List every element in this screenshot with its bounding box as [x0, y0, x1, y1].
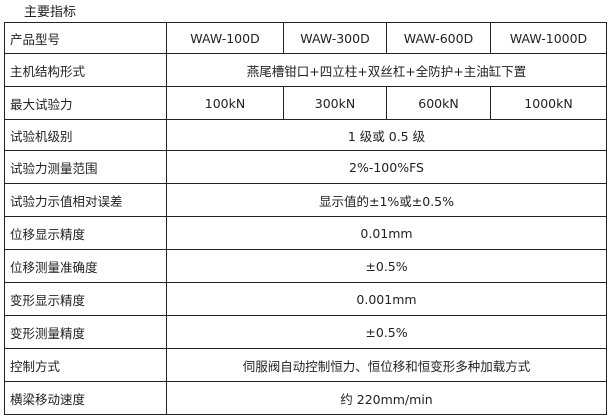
row-label: 变形测量精度 — [4, 315, 167, 349]
table-row: 变形显示精度 0.001mm — [4, 282, 607, 316]
table-row: 试验力测量范围 2%-100%FS — [4, 150, 607, 184]
row-label: 位移测量准确度 — [4, 249, 167, 283]
table-row: 主机结构形式 燕尾槽钳口+四立柱+双丝杠+全防护+主油缸下置 — [4, 53, 607, 87]
table-row: 产品型号 WAW-100D WAW-300D WAW-600D WAW-1000… — [4, 22, 607, 54]
row-value: 伺服阀自动控制恒力、恒位移和恒变形多种加载方式 — [166, 348, 607, 382]
row-label: 产品型号 — [4, 22, 167, 54]
row-label: 控制方式 — [4, 348, 167, 382]
row-value: 2%-100%FS — [166, 150, 607, 184]
spec-table: 产品型号 WAW-100D WAW-300D WAW-600D WAW-1000… — [4, 22, 607, 415]
row-label: 位移显示精度 — [4, 216, 167, 250]
table-row: 试验机级别 1 级或 0.5 级 — [4, 119, 607, 151]
force-cell: 1000kN — [490, 86, 607, 120]
force-cell: 300kN — [283, 86, 387, 120]
table-row: 横梁移动速度约 220mm/min — [4, 381, 607, 415]
row-value: 1 级或 0.5 级 — [166, 119, 607, 151]
row-label: 试验力示值相对误差 — [4, 183, 167, 217]
row-label: 变形显示精度 — [4, 282, 167, 316]
table-row: 位移测量准确度 ±0.5% — [4, 249, 607, 283]
table-row: 最大试验力 100kN 300kN 600kN 1000kN — [4, 86, 607, 120]
row-value: ±0.5% — [166, 315, 607, 349]
row-label: 横梁移动速度 — [4, 381, 167, 415]
model-cell: WAW-600D — [386, 22, 491, 54]
table-row: 控制方式 伺服阀自动控制恒力、恒位移和恒变形多种加载方式 — [4, 348, 607, 382]
force-cell: 100kN — [166, 86, 284, 120]
row-value: 显示值的±1%或±0.5% — [166, 183, 607, 217]
row-value: ±0.5% — [166, 249, 607, 283]
model-cell: WAW-100D — [166, 22, 284, 54]
row-value: 0.001mm — [166, 282, 607, 316]
row-label: 试验力测量范围 — [4, 150, 167, 184]
row-label: 主机结构形式 — [4, 53, 167, 87]
row-value: 0.01mm — [166, 216, 607, 250]
table-row: 位移显示精度 0.01mm — [4, 216, 607, 250]
model-cell: WAW-300D — [283, 22, 387, 54]
force-cell: 600kN — [386, 86, 491, 120]
row-value: 约 220mm/min — [166, 381, 607, 415]
row-value: 燕尾槽钳口+四立柱+双丝杠+全防护+主油缸下置 — [166, 53, 607, 87]
row-label: 试验机级别 — [4, 119, 167, 151]
table-row: 试验力示值相对误差 显示值的±1%或±0.5% — [4, 183, 607, 217]
model-cell: WAW-1000D — [490, 22, 607, 54]
row-label: 最大试验力 — [4, 86, 167, 120]
table-row: 变形测量精度 ±0.5% — [4, 315, 607, 349]
section-title: 主要指标 — [24, 5, 77, 20]
